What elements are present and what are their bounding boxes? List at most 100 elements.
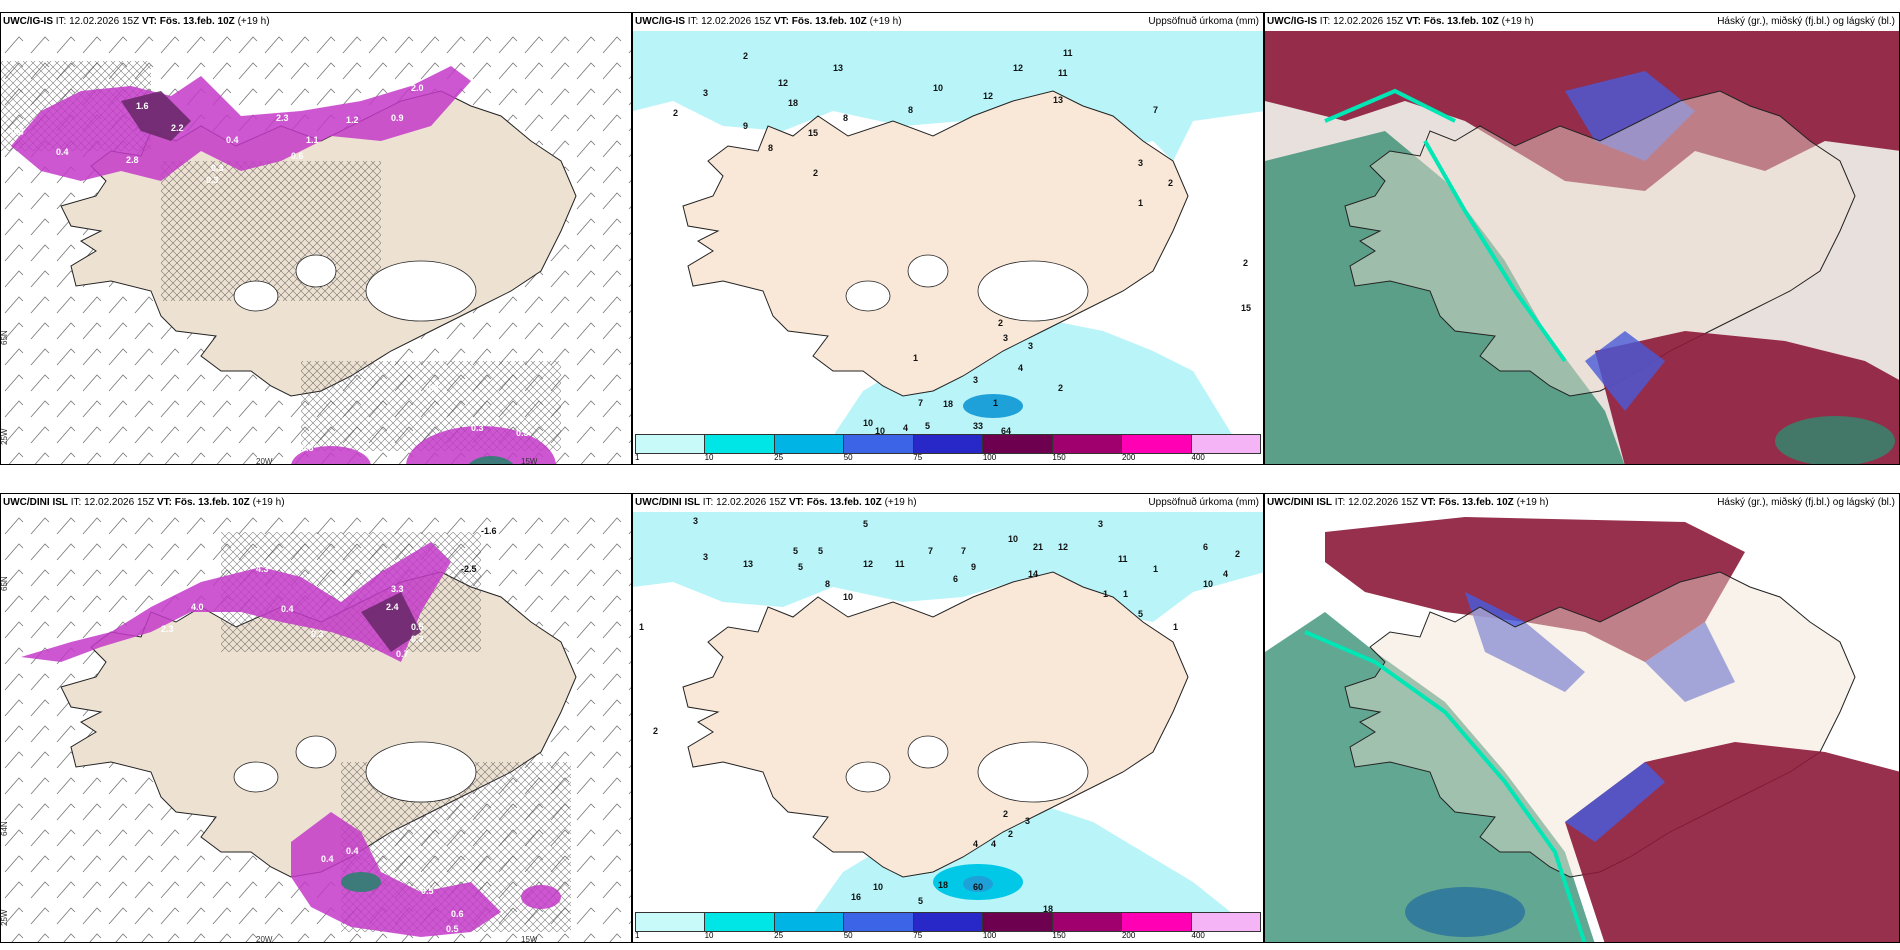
precip-core [963,876,993,892]
value-label: 16 [851,892,861,902]
value-label: 0.3 [301,443,314,453]
colorbar-swatch [774,913,845,931]
colorbar-swatch [1052,913,1123,931]
value-label: 2.3 [276,113,289,123]
value-label: 2 [1058,383,1063,393]
value-label: 1 [1138,198,1143,208]
map-dini-clouds[interactable] [1265,512,1900,943]
value-label: 3 [703,88,708,98]
precip-band [11,66,471,181]
colorbar-swatch [1191,913,1260,931]
map-igis-precip[interactable]: 2 13 3 2 12 18 9 8 15 8 10 8 12 12 11 13… [633,31,1264,436]
value-label: 6 [953,574,958,584]
precip-area [813,782,1233,914]
panel-dini-precip: UWC/DINI ISL IT: 12.02.2026 15Z VT: Fös.… [632,493,1264,943]
value-label: 0.3 [71,664,84,674]
colorbar-swatch [913,913,984,931]
value-label: 10 [875,426,885,436]
value-label: 12 [778,78,788,88]
value-label: 4 [903,423,908,433]
value-label: 7 [918,398,923,408]
value-label: 5 [818,546,823,556]
glacier [365,741,477,803]
axis-lon-label: 25W [1,909,9,926]
value-label: 6 [1203,542,1208,552]
value-label: 15 [1241,303,1251,313]
map-igis-clouds[interactable] [1265,31,1900,465]
map-dini-precip[interactable]: 3 3 5 5 5 5 7 10 21 12 3 6 2 13 11 12 7 … [633,512,1264,914]
colorbar-swatch [1052,435,1123,453]
value-label: 0.4 [281,604,294,614]
value-label: 2 [1168,178,1173,188]
value-label: 3 [1098,519,1103,529]
axis-lon-label: 15W [521,457,538,465]
low-cloud [1405,887,1525,937]
cloud-edge [1304,630,1587,942]
value-label: 0.5 [411,622,424,632]
colorbar-swatch [1122,913,1192,931]
panel-dini-wind: UWC/DINI ISL IT: 12.02.2026 15Z VT: Fös.… [0,493,632,943]
value-label: 2 [673,108,678,118]
value-label: 8 [825,579,830,589]
colorbar-swatch [774,435,845,453]
colorbar-swatch [844,435,914,453]
value-label: 1 [1153,564,1158,574]
value-label: 1 [1103,589,1108,599]
colorbar-tick: 1 [635,453,640,462]
precip-blob [468,456,514,464]
colorbar-swatch [1191,435,1260,453]
precip-core [121,91,191,141]
value-label: 5 [1138,609,1143,619]
colorbar-tick: 25 [774,931,784,940]
mid-cloud [1585,331,1665,411]
high-cloud [1325,517,1745,662]
value-label: 5 [925,421,930,431]
value-label: 5 [863,519,868,529]
axis-lat-label: 65N [1,330,9,345]
value-label: 2.0 [411,83,424,93]
value-label: 3 [693,516,698,526]
iceland-land [1344,90,1856,397]
colorbar-swatch [913,435,984,453]
colorbar-tick: 150 [1052,453,1066,462]
value-label: 33 [973,421,983,431]
value-label: 2.8 [126,155,139,165]
iceland-land [682,90,1189,397]
panel-header: UWC/DINI ISL IT: 12.02.2026 15Z VT: Fös.… [3,497,285,508]
map-igis-wind[interactable]: 4.0 0.4 1.6 2.2 2.3 2.0 1.2 1.1 0.9 0.3 … [1,31,632,465]
colorbar-swatch [705,435,775,453]
colorbar-ticks: 1 10 25 50 75 100 150 200 400 [635,453,1261,463]
precip-blob [406,426,556,464]
value-label: 7 [928,546,933,556]
axis-lon-label: 20W [256,457,273,465]
axis-lat-label: 65N [1,576,9,591]
axis-lon-label: 25W [1,428,9,445]
value-label: 0.6 [451,909,464,919]
value-label: 21 [1033,542,1043,552]
value-label: 0.4 [346,846,359,856]
value-label: 10 [1008,534,1018,544]
colorbar-swatches [635,912,1261,932]
value-label: 1 [993,398,998,408]
hatch-region [161,161,381,301]
value-label: 10 [863,418,873,428]
panel-igis-precip: UWC/IG-IS IT: 12.02.2026 15Z VT: Fös. 13… [632,12,1264,465]
value-label: 12 [1058,542,1068,552]
value-label: 12 [863,559,873,569]
map-dini-wind[interactable]: -1.6 -2.5 4.3 4.0 2.3 3.3 2.4 0.3 0.4 0.… [1,512,632,943]
value-label: 3 [1028,341,1033,351]
value-label: 12 [1013,63,1023,73]
value-label: 18 [943,399,953,409]
value-label: 0.4 [56,147,69,157]
colorbar: 1 10 25 50 75 100 150 200 400 [633,912,1263,942]
value-label: 18 [788,98,798,108]
panel-igis-clouds: UWC/IG-IS IT: 12.02.2026 15Z VT: Fös. 13… [1264,12,1900,465]
value-label: 4 [1018,363,1023,373]
value-label: 0.6 [291,151,304,161]
value-label: 4.3 [256,564,269,574]
colorbar-tick: 200 [1121,931,1136,940]
mid-cloud [1565,71,1695,161]
value-label: 2 [653,726,658,736]
value-label: -1.6 [481,526,497,536]
axis-lon-label: 15W [521,935,538,943]
